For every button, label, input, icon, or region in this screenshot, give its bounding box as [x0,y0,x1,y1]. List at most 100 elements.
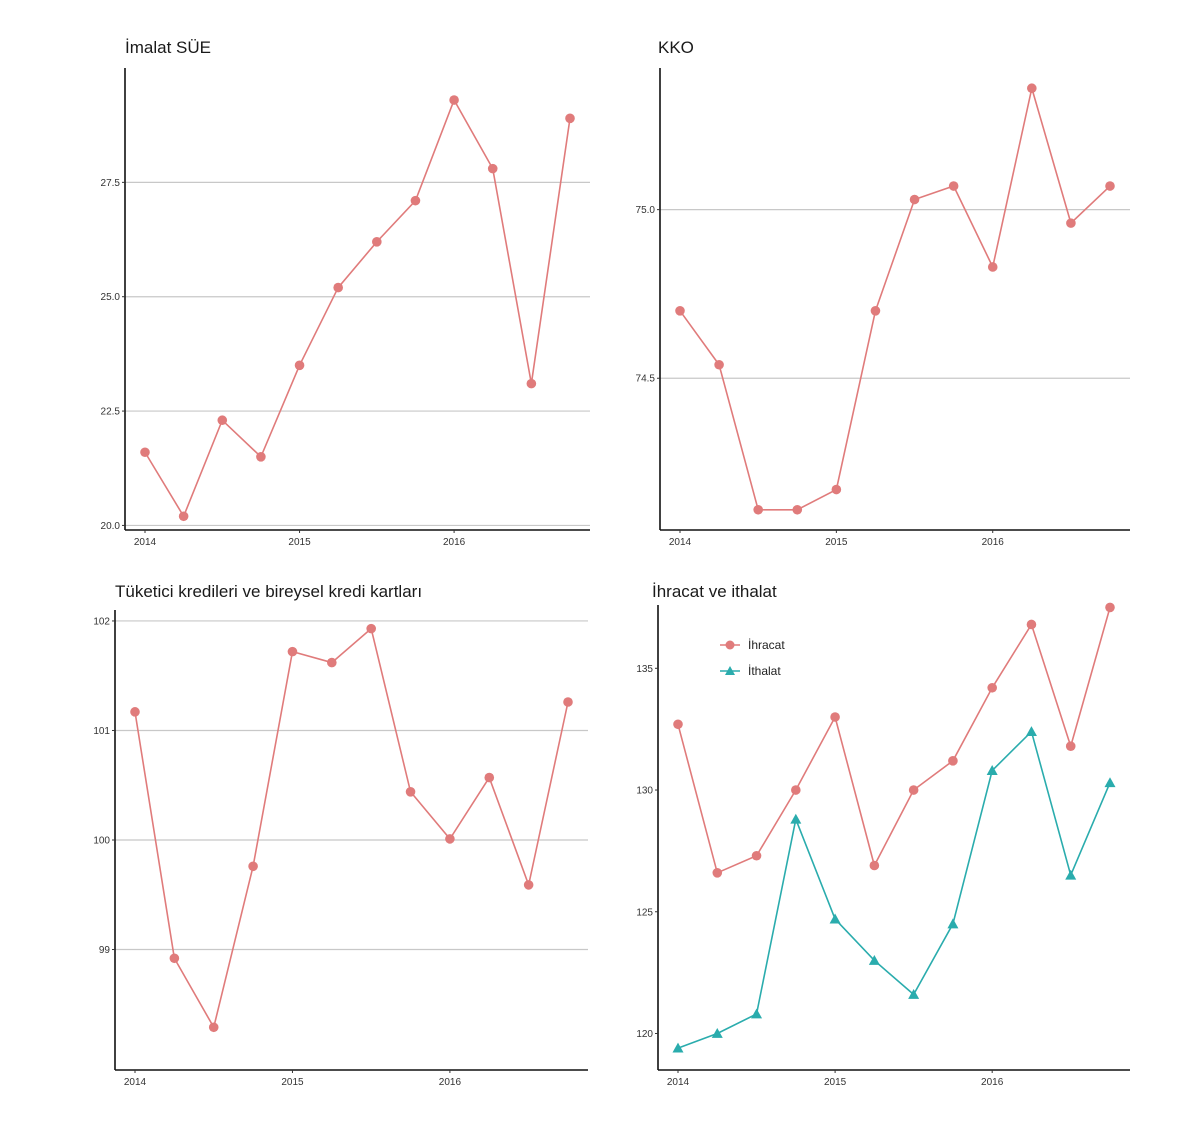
data-point [870,306,881,316]
data-point [948,756,958,766]
y-tick-label: 130 [636,786,653,797]
data-point [217,415,228,426]
chart-panel-tuketici: Tüketici kredileri ve bireysel kredi kar… [50,570,600,1090]
x-tick-label: 2015 [825,537,848,548]
legend-label: İhracat [748,638,785,652]
data-point [178,511,189,522]
data-point [830,712,840,722]
data-point [1105,602,1115,613]
data-point [672,1042,684,1053]
data-point [751,850,762,861]
y-tick-label: 135 [636,664,653,675]
data-point [711,1027,723,1038]
data-point [790,813,802,824]
y-tick-label: 74.5 [636,374,656,385]
series-line [677,730,1111,1049]
data-point [449,95,459,105]
x-tick-label: 2016 [982,537,1005,548]
data-point [987,682,997,693]
chart-svg: 120 125 130 135 2014 2015 2016 İhracat İthalat [636,602,1130,1088]
data-point [908,785,919,795]
data-point [712,868,723,878]
data-point [366,623,376,634]
data-point [1026,619,1037,630]
data-point [526,378,537,389]
legend-marker [725,640,735,650]
data-point [1065,741,1076,752]
y-tick-label: 27.5 [101,178,121,189]
data-point [1065,869,1077,880]
data-point [909,194,920,205]
data-point [333,282,343,293]
chart-panel-kko: KKO 74.5 75.0 2014 2015 2016 [600,30,1140,560]
y-tick-label: 125 [636,907,653,918]
data-point [673,719,683,730]
data-point [947,918,959,929]
x-tick-label: 2014 [669,537,692,548]
series-line [144,98,571,519]
x-tick-label: 2014 [134,537,157,548]
y-tick-label: 25.0 [101,292,121,303]
data-point [487,163,498,174]
y-tick-label: 22.5 [101,407,121,418]
data-point [565,113,575,124]
data-point [445,834,455,844]
data-point [1027,83,1037,94]
data-point [169,953,180,964]
data-point [256,452,266,462]
data-point [792,504,803,515]
y-tick-label: 75.0 [636,205,656,216]
data-point [1105,181,1115,191]
data-point [208,1022,219,1033]
y-tick-label: 101 [93,726,110,737]
data-point [294,360,305,371]
x-tick-label: 2015 [824,1077,847,1088]
legend-label: İthalat [748,664,781,678]
data-point [948,181,959,191]
chart-title: KKO [658,38,694,57]
data-point [1025,726,1037,736]
data-point [248,861,258,872]
x-tick-label: 2016 [439,1077,462,1088]
legend-marker [725,666,735,675]
series-line [677,607,1111,874]
data-point [372,237,382,247]
data-point [287,646,298,657]
chart-svg: 20.0 22.5 25.0 27.5 2014 2015 2016 [101,68,590,548]
data-point [751,1008,763,1019]
y-tick-label: 99 [99,945,111,956]
data-point [987,262,998,272]
x-tick-label: 2014 [667,1077,690,1088]
data-point [868,954,880,965]
data-point [986,765,998,775]
chart-panel-imalat: İmalat SÜE 20.0 22.5 25.0 27.5 2014 2015 2016 [60,30,600,560]
x-tick-label: 2014 [124,1077,147,1088]
data-point [410,195,421,206]
x-tick-label: 2015 [281,1077,304,1088]
data-point [829,913,841,924]
data-point [484,772,495,783]
chart-title: İhracat ve ithalat [652,582,777,601]
data-point [831,484,842,495]
data-point [523,880,534,890]
chart-title: Tüketici kredileri ve bireysel kredi kar… [115,582,423,601]
data-point [140,447,150,458]
data-point [1104,777,1116,788]
y-tick-label: 120 [636,1029,653,1040]
data-point [1066,218,1076,228]
x-tick-label: 2016 [981,1077,1004,1088]
data-point [791,785,801,795]
data-point [908,989,920,999]
y-tick-label: 102 [93,616,110,627]
data-point [675,306,685,316]
x-tick-label: 2015 [288,537,311,548]
chart-svg: 99 100 101 102 2014 2015 2016 [93,610,588,1088]
x-tick-label: 2016 [443,537,466,548]
data-point [714,359,724,370]
data-point [130,707,140,717]
data-point [563,697,573,707]
data-point [753,504,763,515]
data-point [869,860,880,871]
data-point [405,787,416,797]
data-point [327,657,337,668]
